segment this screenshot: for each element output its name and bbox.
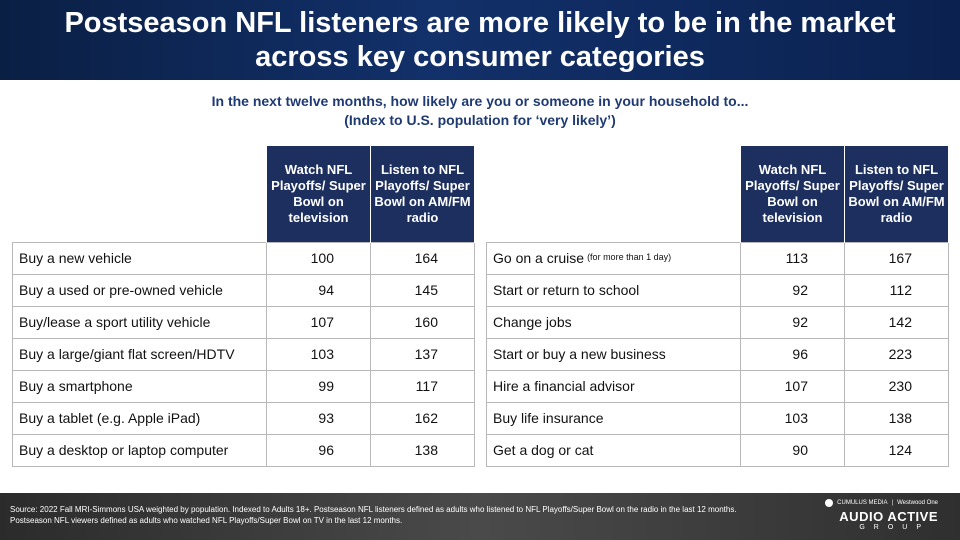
radio-index-value: 167 — [844, 241, 949, 275]
radio-index-value: 138 — [370, 433, 475, 467]
table-row: Start or return to school 92 112 — [486, 273, 949, 307]
tv-index-value: 92 — [740, 305, 845, 339]
tv-index-value: 113 — [740, 241, 845, 275]
subtitle: In the next twelve months, how likely ar… — [0, 92, 960, 130]
category-text: Start or buy a new business — [493, 346, 666, 362]
radio-index-value: 230 — [844, 369, 949, 403]
tv-index-value: 92 — [740, 273, 845, 307]
category-label: Buy a tablet (e.g. Apple iPad) — [12, 401, 267, 435]
category-text: Buy/lease a sport utility vehicle — [19, 314, 211, 330]
right-index-table: Watch NFL Playoffs/ Super Bowl on televi… — [486, 146, 949, 467]
tv-index-value: 96 — [266, 433, 371, 467]
tv-index-value: 103 — [740, 401, 845, 435]
tv-index-value: 107 — [266, 305, 371, 339]
table-row: Buy a used or pre-owned vehicle 94 145 — [12, 273, 475, 307]
category-label: Go on a cruise (for more than 1 day) — [486, 241, 741, 275]
radio-column-header: Listen to NFL Playoffs/ Super Bowl on AM… — [370, 146, 475, 242]
category-text: Buy a used or pre-owned vehicle — [19, 282, 223, 298]
subtitle-question: In the next twelve months, how likely ar… — [211, 93, 749, 109]
category-label: Buy a desktop or laptop computer — [12, 433, 267, 467]
footer-bar: Source: 2022 Fall MRI-Simmons USA weight… — [0, 493, 960, 540]
audio-active-group-text: GROUP — [859, 524, 930, 531]
logo-divider: | — [891, 500, 894, 506]
left-index-table: Watch NFL Playoffs/ Super Bowl on televi… — [12, 146, 475, 467]
category-label: Buy/lease a sport utility vehicle — [12, 305, 267, 339]
category-label: Start or return to school — [486, 273, 741, 307]
table-row: Go on a cruise (for more than 1 day) 113 16… — [486, 241, 949, 275]
radio-column-header: Listen to NFL Playoffs/ Super Bowl on AM… — [844, 146, 949, 242]
tv-index-value: 96 — [740, 337, 845, 371]
audio-active-logo: AUDIO ACTIVE — [839, 509, 938, 524]
table-row: Buy a large/giant flat screen/HDTV 103 137 — [12, 337, 475, 371]
category-label: Buy a smartphone — [12, 369, 267, 403]
category-text: Buy a tablet (e.g. Apple iPad) — [19, 410, 201, 426]
category-label: Hire a financial advisor — [486, 369, 741, 403]
radio-index-value: 112 — [844, 273, 949, 307]
category-label: Buy a used or pre-owned vehicle — [12, 273, 267, 307]
partner-logos: CUMULUS MEDIA | Westwood One — [825, 499, 938, 507]
westwood-one-logo-text: Westwood One — [897, 500, 938, 506]
radio-index-value: 164 — [370, 241, 475, 275]
category-text: Buy a new vehicle — [19, 250, 132, 266]
radio-index-value: 162 — [370, 401, 475, 435]
category-text: Start or return to school — [493, 282, 640, 298]
table-row: Get a dog or cat 90 124 — [486, 433, 949, 467]
category-text: Change jobs — [493, 314, 572, 330]
category-text: Buy a desktop or laptop computer — [19, 442, 229, 458]
tv-index-value: 107 — [740, 369, 845, 403]
tv-index-value: 99 — [266, 369, 371, 403]
tv-index-value: 100 — [266, 241, 371, 275]
category-text: Buy a large/giant flat screen/HDTV — [19, 346, 235, 362]
table-row: Buy/lease a sport utility vehicle 107 160 — [12, 305, 475, 339]
radio-index-value: 160 — [370, 305, 475, 339]
table-row: Start or buy a new business 96 223 — [486, 337, 949, 371]
category-label: Buy life insurance — [486, 401, 741, 435]
tv-column-header: Watch NFL Playoffs/ Super Bowl on televi… — [266, 146, 371, 242]
category-label: Buy a new vehicle — [12, 241, 267, 275]
category-label: Change jobs — [486, 305, 741, 339]
tv-index-value: 94 — [266, 273, 371, 307]
tv-index-value: 90 — [740, 433, 845, 467]
radio-index-value: 117 — [370, 369, 475, 403]
tv-index-value: 103 — [266, 337, 371, 371]
tv-index-value: 93 — [266, 401, 371, 435]
category-note: (for more than 1 day) — [587, 252, 672, 262]
table-row: Change jobs 92 142 — [486, 305, 949, 339]
table-row: Buy a smartphone 99 117 — [12, 369, 475, 403]
category-text: Buy life insurance — [493, 410, 604, 426]
cumulus-logo-text: CUMULUS MEDIA — [837, 500, 888, 506]
category-text: Get a dog or cat — [493, 442, 594, 458]
page-title: Postseason NFL listeners are more likely… — [64, 7, 896, 73]
table-row: Hire a financial advisor 107 230 — [486, 369, 949, 403]
table-row: Buy a desktop or laptop computer 96 138 — [12, 433, 475, 467]
cumulus-logo-icon — [825, 499, 834, 507]
category-label: Buy a large/giant flat screen/HDTV — [12, 337, 267, 371]
subtitle-index-note: (Index to U.S. population for ‘very like… — [344, 112, 616, 128]
title-banner: Postseason NFL listeners are more likely… — [0, 0, 960, 80]
category-label: Start or buy a new business — [486, 337, 741, 371]
blank-header — [13, 146, 267, 242]
blank-header — [487, 146, 741, 242]
category-label: Get a dog or cat — [486, 433, 741, 467]
radio-index-value: 142 — [844, 305, 949, 339]
radio-index-value: 137 — [370, 337, 475, 371]
table-row: Buy a tablet (e.g. Apple iPad) 93 162 — [12, 401, 475, 435]
category-text: Buy a smartphone — [19, 378, 133, 394]
table-row: Buy a new vehicle 100 164 — [12, 241, 475, 275]
radio-index-value: 138 — [844, 401, 949, 435]
table-row: Buy life insurance 103 138 — [486, 401, 949, 435]
radio-index-value: 124 — [844, 433, 949, 467]
category-text: Hire a financial advisor — [493, 378, 635, 394]
radio-index-value: 145 — [370, 273, 475, 307]
source-note: Source: 2022 Fall MRI-Simmons USA weight… — [10, 505, 737, 525]
category-text: Go on a cruise — [493, 250, 585, 266]
tv-column-header: Watch NFL Playoffs/ Super Bowl on televi… — [740, 146, 845, 242]
radio-index-value: 223 — [844, 337, 949, 371]
